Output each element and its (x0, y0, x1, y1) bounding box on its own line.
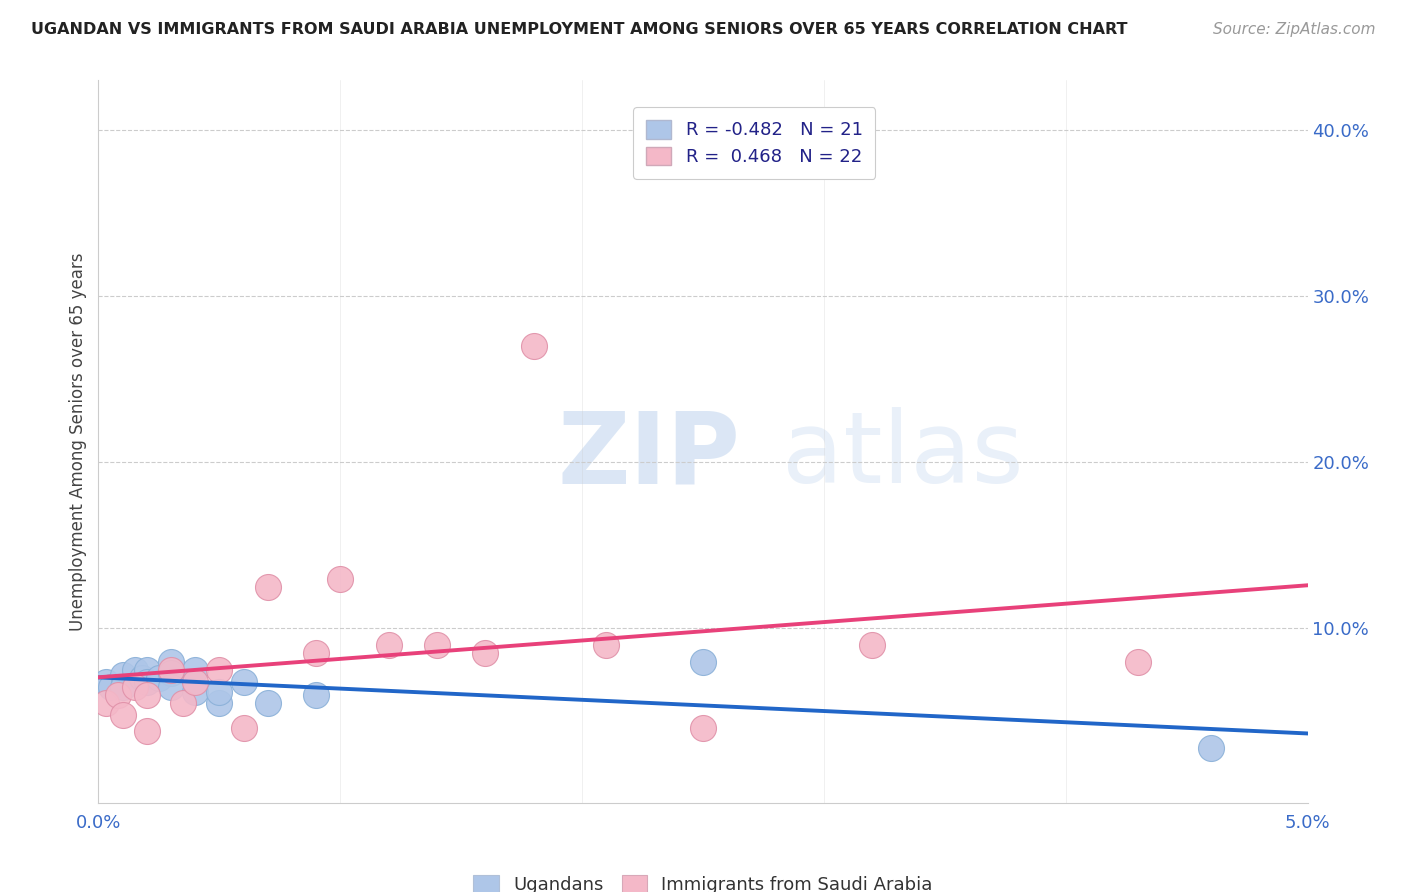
Point (692, 655, 714, 669)
Point (860, 638, 883, 652)
Point (124, 680, 146, 694)
Point (94, 696, 117, 710)
Point (208, 663, 231, 677)
Point (377, 638, 399, 652)
Point (523, 339, 546, 353)
Point (160, 663, 183, 677)
Point (160, 655, 183, 669)
Point (184, 663, 207, 677)
Point (111, 680, 134, 694)
Legend: R = -0.482   N = 21, R =  0.468   N = 22: R = -0.482 N = 21, R = 0.468 N = 22 (634, 107, 876, 178)
Point (329, 572, 352, 586)
Point (305, 688, 328, 702)
Point (208, 684, 231, 698)
Point (232, 721, 254, 735)
Text: atlas: atlas (782, 408, 1024, 505)
Text: Source: ZipAtlas.com: Source: ZipAtlas.com (1212, 22, 1375, 37)
Point (124, 663, 146, 677)
Point (135, 674, 157, 689)
Point (135, 663, 157, 677)
Text: ZIP: ZIP (558, 408, 741, 505)
Point (1128, 655, 1150, 669)
Point (474, 646, 496, 660)
Text: UGANDAN VS IMMIGRANTS FROM SAUDI ARABIA UNEMPLOYMENT AMONG SENIORS OVER 65 YEARS: UGANDAN VS IMMIGRANTS FROM SAUDI ARABIA … (31, 22, 1128, 37)
Point (107, 688, 129, 702)
Point (256, 580, 278, 594)
Point (595, 638, 617, 652)
Point (208, 696, 231, 710)
Point (148, 671, 170, 685)
Point (232, 674, 254, 689)
Point (160, 680, 183, 694)
Point (160, 666, 183, 681)
Point (111, 668, 134, 682)
Point (426, 638, 449, 652)
Point (94, 674, 117, 689)
Point (692, 721, 714, 735)
Point (100, 680, 122, 694)
Point (256, 696, 278, 710)
Point (172, 696, 194, 710)
Point (135, 724, 157, 739)
Point (111, 707, 134, 722)
Point (305, 646, 328, 660)
Y-axis label: Unemployment Among Seniors over 65 years: Unemployment Among Seniors over 65 years (69, 252, 87, 631)
Point (131, 671, 153, 685)
Point (1199, 741, 1222, 756)
Point (184, 674, 207, 689)
Point (135, 688, 157, 702)
Point (184, 684, 207, 698)
